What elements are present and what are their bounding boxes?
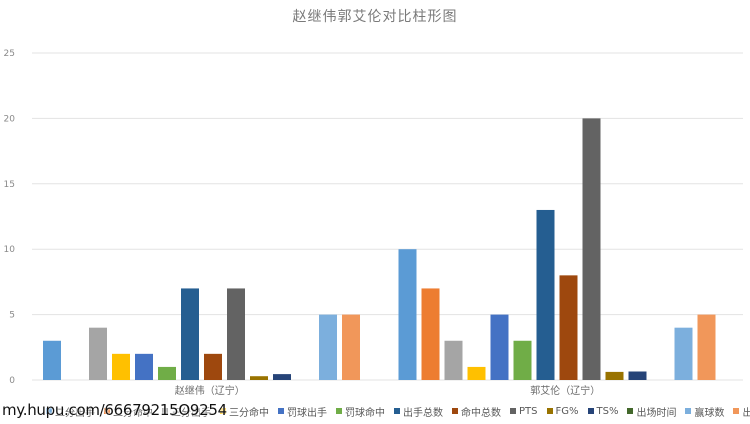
legend-item: 三分命中 — [220, 404, 269, 419]
y-axis-ticks: 0 5 10 15 20 25 — [4, 49, 16, 386]
x-category-label: 赵继伟（辽宁） — [175, 384, 245, 397]
y-tick-label: 5 — [9, 311, 15, 321]
legend-label: FG% — [555, 405, 579, 417]
bar — [490, 314, 509, 380]
watermark: my.hupu.com/66679215O9254 — [2, 401, 227, 419]
bar — [559, 275, 578, 380]
legend-swatch-icon — [733, 408, 740, 414]
chart-title: 赵继伟郭艾伦对比柱形图 — [292, 9, 458, 25]
legend-swatch-icon — [587, 408, 594, 414]
legend-swatch-icon — [220, 408, 226, 414]
legend-item: 二分出手 — [46, 404, 95, 419]
legend-label: 出场次数 — [742, 407, 750, 419]
legend-item: 出手总数 — [394, 404, 443, 419]
x-category-label: 郭艾伦（辽宁） — [530, 384, 600, 397]
bar — [398, 249, 417, 380]
bar — [273, 374, 291, 380]
y-tick-label: 10 — [4, 245, 16, 255]
legend-label: 三分命中 — [229, 407, 269, 419]
y-tick-label: 15 — [4, 180, 15, 190]
legend-item: 出场时间 — [627, 404, 676, 419]
legend-item: 罚球命中 — [336, 404, 385, 419]
legend-item: FG% — [546, 405, 579, 417]
y-tick-label: 0 — [9, 376, 15, 386]
legend-item: PTS — [510, 406, 538, 417]
x-axis-labels: 赵继伟（辽宁） 郭艾伦（辽宁） — [175, 384, 601, 397]
bars — [43, 118, 716, 381]
legend-label: 命中总数 — [461, 407, 501, 419]
legend-label: 出手总数 — [403, 407, 443, 419]
legend-label: 罚球命中 — [345, 407, 385, 419]
bar — [181, 288, 199, 380]
bar — [513, 340, 532, 380]
legend-swatch-icon — [336, 408, 342, 414]
legend-label: 二分命中 — [113, 407, 153, 419]
legend-item: 命中总数 — [452, 404, 501, 419]
legend-item: 二分命中 — [104, 404, 153, 419]
bar — [112, 353, 130, 380]
bar — [467, 366, 486, 380]
y-tick-label: 25 — [4, 49, 15, 59]
legend-item: 赢球数 — [685, 404, 724, 419]
legend-swatch-icon — [104, 408, 110, 414]
legend-item: 罚球出手 — [278, 404, 327, 419]
legend-label: 二分出手 — [55, 407, 95, 419]
legend-swatch-icon — [46, 408, 52, 414]
y-tick-label: 20 — [4, 114, 16, 124]
legend-swatch-icon — [452, 408, 458, 414]
legend-label: 三分出手 — [171, 407, 211, 419]
bar — [605, 371, 624, 380]
bar — [582, 118, 601, 381]
legend-swatch-icon — [162, 408, 168, 414]
bar — [227, 288, 245, 380]
bar — [536, 209, 555, 380]
bar — [697, 314, 716, 380]
bar — [674, 327, 693, 380]
legend-label: 罚球出手 — [287, 407, 327, 419]
bar — [158, 366, 176, 380]
bar — [628, 371, 647, 380]
legend-swatch-icon — [627, 408, 634, 414]
bar — [250, 376, 268, 380]
legend-item: TS% — [587, 405, 619, 417]
bar — [89, 327, 107, 380]
bar — [135, 353, 153, 380]
gridlines — [32, 52, 743, 381]
bar — [319, 314, 337, 380]
legend-item: 出场次数 — [733, 404, 750, 419]
legend-label: 出场时间 — [636, 407, 677, 419]
bar — [421, 288, 440, 380]
legend-swatch-icon — [546, 408, 553, 414]
bar — [204, 353, 222, 380]
legend-label: PTS — [519, 405, 538, 417]
legend-swatch-icon — [394, 408, 400, 414]
legend-label: 赢球数 — [694, 407, 725, 419]
legend-swatch-icon — [278, 408, 284, 414]
legend-swatch-icon — [510, 408, 516, 414]
legend: 二分出手 二分命中 三分出手 三分命中 罚球出手 罚球命中 出手总数 命中总数 PTS FG% TS… — [46, 403, 750, 419]
bar — [444, 340, 463, 380]
legend-swatch-icon — [685, 408, 692, 414]
legend-item: 三分出手 — [162, 404, 211, 419]
bar — [342, 314, 360, 380]
legend-label: TS% — [596, 405, 619, 417]
bar — [43, 340, 61, 380]
